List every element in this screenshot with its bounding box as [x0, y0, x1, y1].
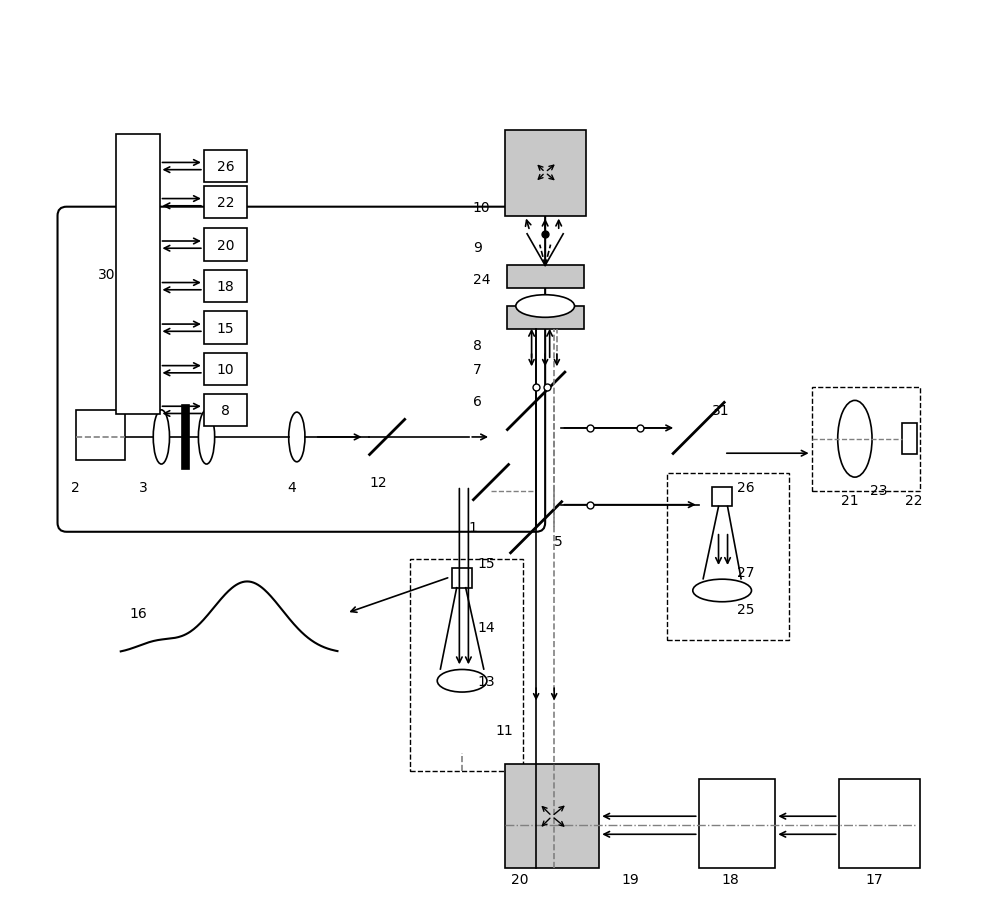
Text: 24: 24 [473, 272, 490, 287]
Ellipse shape [838, 400, 872, 478]
Bar [410, 559, 523, 771]
Text: 1: 1 [468, 520, 477, 535]
Text: 18: 18 [721, 872, 739, 887]
Text: 30: 30 [98, 268, 116, 282]
Bar [182, 406, 189, 469]
Text: 26: 26 [217, 160, 234, 174]
Text: 3: 3 [139, 480, 148, 494]
Bar [204, 354, 247, 386]
Text: 22: 22 [905, 493, 922, 508]
Bar [204, 394, 247, 427]
Bar [505, 764, 599, 868]
Text: 23: 23 [870, 483, 888, 498]
Text: 8: 8 [221, 403, 230, 418]
Text: 19: 19 [622, 872, 640, 887]
Bar [204, 271, 247, 303]
Bar [507, 266, 584, 289]
Bar [204, 187, 247, 219]
Text: 26: 26 [737, 480, 754, 494]
Ellipse shape [693, 580, 751, 603]
Bar [116, 135, 160, 415]
Ellipse shape [289, 413, 305, 462]
Text: 20: 20 [217, 238, 234, 253]
Ellipse shape [516, 296, 574, 318]
Ellipse shape [153, 410, 170, 465]
Text: 8: 8 [473, 338, 482, 353]
Text: 9: 9 [473, 241, 482, 255]
Text: 10: 10 [473, 200, 491, 215]
Text: 10: 10 [217, 363, 234, 377]
Ellipse shape [437, 669, 487, 693]
Text: 2: 2 [71, 480, 80, 494]
Bar [505, 131, 586, 216]
Bar [204, 151, 247, 183]
Text: 5: 5 [554, 534, 563, 548]
Text: 4: 4 [288, 480, 297, 494]
Bar [452, 568, 472, 588]
Bar [699, 779, 775, 868]
Text: 25: 25 [737, 602, 754, 616]
Ellipse shape [198, 410, 215, 465]
Text: 31: 31 [712, 403, 730, 418]
Text: 15: 15 [477, 557, 495, 571]
Text: 17: 17 [866, 872, 883, 887]
Bar [902, 424, 917, 455]
Bar [667, 474, 789, 640]
Bar [204, 312, 247, 345]
Bar [76, 410, 125, 460]
Text: 14: 14 [477, 620, 495, 634]
Text: 11: 11 [495, 723, 513, 738]
Bar [204, 229, 247, 262]
Bar [812, 388, 920, 492]
Bar [839, 779, 920, 868]
Text: 27: 27 [737, 566, 754, 580]
Text: 21: 21 [841, 493, 859, 508]
Text: 6: 6 [473, 394, 482, 409]
Text: 12: 12 [369, 475, 387, 490]
Text: 22: 22 [217, 196, 234, 210]
Text: 18: 18 [217, 280, 234, 294]
FancyBboxPatch shape [58, 207, 545, 532]
Text: 15: 15 [217, 321, 234, 336]
Bar [712, 487, 732, 507]
Bar [507, 307, 584, 329]
Text: 20: 20 [511, 872, 528, 887]
Text: 16: 16 [130, 606, 148, 621]
Text: 7: 7 [473, 363, 482, 377]
Text: 13: 13 [477, 674, 495, 688]
